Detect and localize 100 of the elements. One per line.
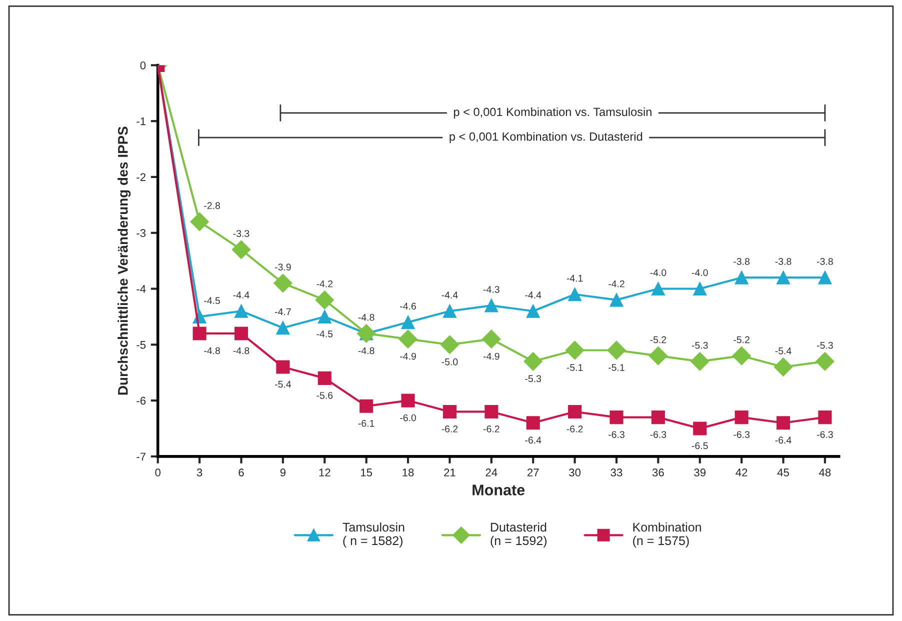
data-label: -6.3 xyxy=(734,431,750,438)
point xyxy=(610,410,624,424)
data-label: -5.4 xyxy=(775,348,792,354)
data-label: -4.1 xyxy=(566,274,583,282)
point xyxy=(192,326,206,340)
point xyxy=(776,270,790,284)
point xyxy=(732,346,751,366)
data-label: -6.5 xyxy=(692,442,708,450)
data-label: -4.0 xyxy=(650,269,666,276)
point xyxy=(318,371,332,385)
y-tick-label: -1 xyxy=(136,117,146,126)
data-label: -4.8 xyxy=(233,347,250,354)
y-tick-label: -5 xyxy=(136,341,146,349)
point xyxy=(234,304,248,318)
data-label: -5.3 xyxy=(817,342,833,349)
x-tick-label: 36 xyxy=(652,468,664,476)
point xyxy=(526,304,540,318)
y-tick-label: -7 xyxy=(136,452,146,460)
x-tick-label: 9 xyxy=(280,468,286,476)
annotation: p < 0,001 Kombination vs. Tamsulosin xyxy=(454,107,652,118)
data-label: -3.8 xyxy=(817,258,833,265)
x-tick-label: 24 xyxy=(486,468,498,476)
data-label: -5.1 xyxy=(566,364,583,371)
point xyxy=(693,282,707,296)
y-tick-label: -4 xyxy=(136,285,146,293)
data-label: -3.9 xyxy=(274,264,291,271)
point xyxy=(442,404,456,418)
data-label: -4.4 xyxy=(525,292,542,298)
annotation: p < 0,001 Kombination vs. Dutasterid xyxy=(450,132,642,144)
data-label: -6.4 xyxy=(525,436,542,444)
point xyxy=(274,274,292,293)
point xyxy=(524,352,542,371)
data-label: -4.4 xyxy=(233,292,250,298)
point xyxy=(318,310,332,324)
data-label: -4.3 xyxy=(483,286,500,293)
x-tick-label: 0 xyxy=(155,468,161,476)
data-label: -2.8 xyxy=(204,202,220,210)
y-axis-title: Durchschnittliche Veränderung des IPPS xyxy=(118,126,131,395)
data-label: -6.3 xyxy=(650,431,666,438)
data-label: -4.6 xyxy=(400,302,416,310)
x-tick-label: 42 xyxy=(736,468,748,476)
data-label: -4.8 xyxy=(204,347,220,354)
data-label: -4.5 xyxy=(204,297,220,304)
point xyxy=(234,326,248,340)
point xyxy=(401,394,415,408)
point xyxy=(276,360,290,374)
data-label: -4.8 xyxy=(358,314,374,321)
x-tick-label: 30 xyxy=(569,468,581,476)
point xyxy=(526,416,540,430)
point xyxy=(774,358,793,376)
legend-label: Tamsulosin ( n = 1582) xyxy=(342,522,404,548)
point xyxy=(818,410,832,424)
data-label: -6.4 xyxy=(775,436,792,444)
point xyxy=(734,410,748,424)
x-tick-label: 39 xyxy=(694,468,706,476)
point xyxy=(818,270,832,284)
point xyxy=(276,321,290,335)
x-tick-label: 18 xyxy=(402,468,414,476)
y-tick-label: 0 xyxy=(140,61,146,70)
legend-label: Kombination (n = 1575) xyxy=(633,522,701,548)
point xyxy=(607,340,626,360)
point xyxy=(356,324,376,343)
data-label: -4.4 xyxy=(442,292,458,298)
data-label: -4.5 xyxy=(316,330,333,338)
x-tick-label: 33 xyxy=(610,468,622,476)
point xyxy=(690,352,710,371)
data-label: -6.0 xyxy=(400,414,416,422)
legend-label: Dutasterid (n = 1592) xyxy=(490,522,547,548)
data-label: -5.4 xyxy=(274,380,292,388)
y-tick-label: -3 xyxy=(136,229,146,238)
x-tick-label: 27 xyxy=(527,468,539,476)
x-tick-label: 45 xyxy=(777,468,789,476)
data-label: -4.7 xyxy=(274,308,291,316)
point xyxy=(648,346,668,366)
point xyxy=(651,410,665,424)
data-label: -4.0 xyxy=(692,269,708,276)
point xyxy=(440,335,460,354)
x-tick-label: 48 xyxy=(819,468,831,476)
data-label: -6.2 xyxy=(483,426,500,432)
data-label: -5.0 xyxy=(442,358,458,366)
point xyxy=(482,330,501,348)
point xyxy=(442,304,456,318)
data-label: -3.8 xyxy=(734,258,750,265)
point xyxy=(734,270,748,284)
point xyxy=(360,399,374,413)
x-tick-label: 15 xyxy=(360,468,372,476)
y-tick-label: -2 xyxy=(136,173,146,182)
point xyxy=(190,212,209,232)
data-label: -5.6 xyxy=(316,392,333,399)
data-label: -4.9 xyxy=(483,352,500,360)
data-label: -4.9 xyxy=(400,352,416,360)
data-label: -5.3 xyxy=(692,342,708,349)
data-label: -4.2 xyxy=(608,280,624,288)
data-label: -5.2 xyxy=(650,336,666,344)
data-label: -5.3 xyxy=(525,375,542,382)
point xyxy=(401,316,415,330)
data-label: -3.8 xyxy=(775,258,792,265)
x-tick-label: 3 xyxy=(196,468,202,476)
data-label: -4.8 xyxy=(358,347,374,354)
point xyxy=(568,288,582,302)
